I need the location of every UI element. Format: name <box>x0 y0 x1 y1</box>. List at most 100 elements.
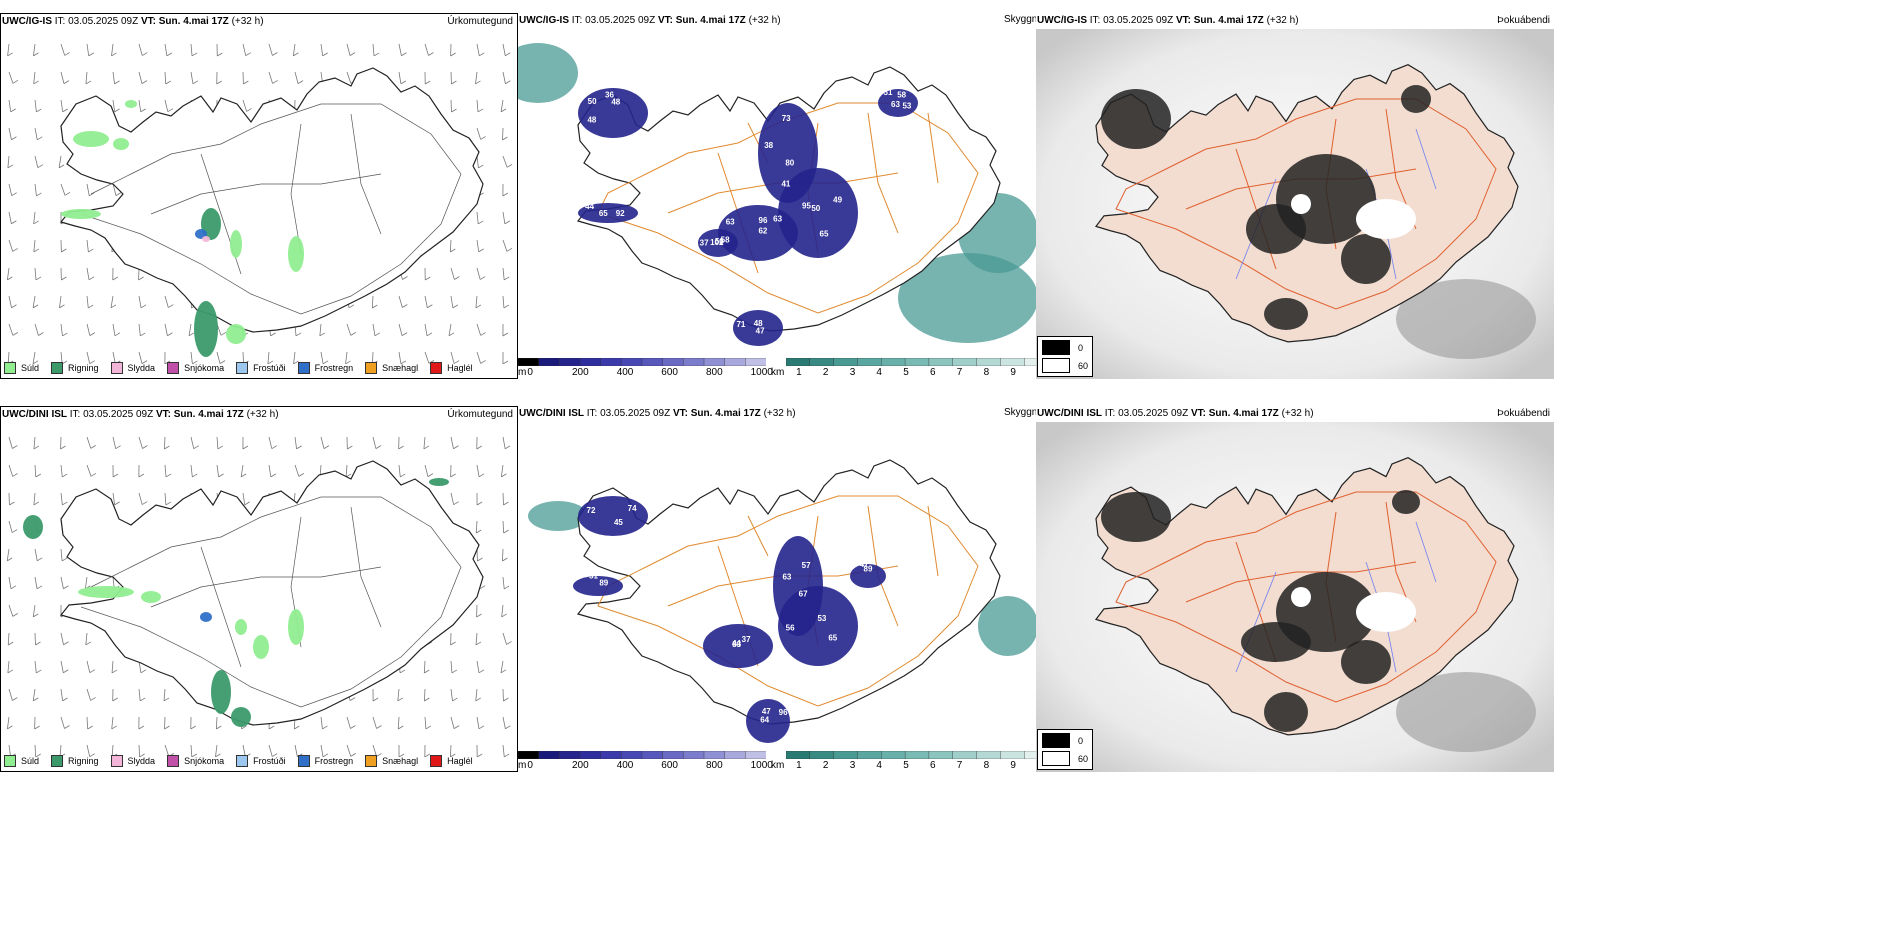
panel-title: Úrkomutegund <box>447 409 513 420</box>
colorbar-segment <box>559 751 581 759</box>
cloud-base-value: 96 <box>759 216 768 225</box>
cloud-base-value: 51 <box>589 572 598 581</box>
legend-label: Haglél <box>447 363 473 373</box>
colorbar-tick: 800 <box>706 367 723 378</box>
colorbar-segment <box>745 751 766 759</box>
legend-item: Haglél <box>430 362 473 374</box>
cloud-base-colorbar: m 0 200 400 600 800 1000 <box>518 358 773 378</box>
legend-item: Frostúði <box>236 362 286 374</box>
colorbar-segment <box>621 358 643 366</box>
colorbar-tick: 400 <box>616 367 634 378</box>
legend-label: Frostregn <box>314 756 354 766</box>
colorbar-segment <box>662 358 685 366</box>
cloud-base-value: 38 <box>764 141 773 150</box>
colorbar-tick: 9 <box>1010 760 1016 771</box>
iceland-fog-map <box>1036 29 1554 379</box>
legend-label: Slydda <box>127 756 156 766</box>
legend-swatch <box>51 362 64 374</box>
fog-legend-swatch <box>1042 340 1070 355</box>
colorbar-tick: 0 <box>527 760 533 771</box>
legend-label: Frostúði <box>253 756 286 766</box>
cloud-base-value: 80 <box>785 159 794 168</box>
precip-area <box>226 324 246 344</box>
panel-title: Þokuábendi <box>1497 15 1550 26</box>
legend-item: Frostregn <box>297 755 354 767</box>
panel-header: UWC/IG-IS IT: 03.05.2025 09Z VT: Sun. 4.… <box>519 15 781 26</box>
cloud-base-value: 56 <box>786 623 795 632</box>
colorbar-segment <box>745 358 766 366</box>
cloud-base-value: 53 <box>902 102 911 111</box>
colorbar-tick: 1000 <box>750 367 773 378</box>
legend-swatch <box>430 362 443 374</box>
road-network <box>80 103 462 315</box>
iceland-cloud-map: 48 38 95 62 58 53 71 92 48 80 65 63 37 51 48 44 36 73 49 96… <box>518 43 1036 346</box>
legend-swatch <box>297 362 310 374</box>
colorbar-segment <box>724 751 747 759</box>
colorbar-segment <box>703 751 726 759</box>
cloud-base-value: 67 <box>799 589 808 598</box>
colorbar-segment <box>786 751 811 759</box>
precip-area <box>288 236 304 272</box>
cloud-base-value: 48 <box>587 116 596 125</box>
colorbar-segment <box>857 751 882 759</box>
panel-title: Þokuábendi <box>1497 408 1550 419</box>
legend-swatch <box>297 755 310 767</box>
legend-swatch <box>430 755 443 767</box>
fog-legend-item: 0 <box>1042 733 1088 748</box>
precip-area <box>231 707 251 727</box>
colorbar-segment <box>952 751 978 759</box>
legend-item: Haglél <box>430 755 473 767</box>
cloud-base-value: 95 <box>802 202 811 211</box>
colorbar-segment <box>518 751 540 759</box>
cloud-base-value: 64 <box>760 716 769 725</box>
precip-area <box>194 301 218 357</box>
colorbar-tick: 200 <box>572 367 589 378</box>
fog-legend-item: 0 <box>1042 340 1088 355</box>
visibility-colorbar: km 12345678910 <box>771 358 1036 378</box>
legend-label: Súld <box>21 363 40 373</box>
precip-area <box>23 515 43 539</box>
cloud-base-value: 45 <box>614 518 623 527</box>
colorbar-segment <box>600 751 623 759</box>
precip-area <box>211 670 231 714</box>
colorbar-segment <box>579 358 602 366</box>
legend-label: Frostúði <box>253 363 286 373</box>
colorbar-tick: 6 <box>930 760 936 771</box>
legend-swatch <box>365 755 378 767</box>
legend-item: Frostúði <box>236 755 286 767</box>
iceland-coastline <box>59 460 484 726</box>
colorbar-segment <box>1023 358 1036 366</box>
cloud-base-value: 102 <box>710 238 724 247</box>
cloud-base-value: 62 <box>758 226 767 235</box>
precip-type-legend: Súld Rigning Slydda Snjókoma Frostúði Frostre… <box>4 753 485 769</box>
colorbar-segment <box>662 751 685 759</box>
precip-area <box>73 131 109 147</box>
cloud-base-value: 65 <box>599 209 608 218</box>
cloud-base-value: 37 <box>742 635 751 644</box>
precip-area <box>202 236 210 242</box>
cloud-base-value: 51 <box>884 88 893 97</box>
panel-header: UWC/IG-IS IT: 03.05.2025 09Z VT: Sun. 4.… <box>2 16 264 27</box>
cloud-base-value: 89 <box>864 565 873 574</box>
precip-type-panel-1: UWC/IG-IS IT: 03.05.2025 09Z VT: Sun. 4.… <box>0 13 518 379</box>
cloud-base-value: 44 <box>585 202 594 211</box>
legend-item: Slydda <box>110 755 156 767</box>
colorbar-segment <box>928 358 954 366</box>
colorbar-tick: 3 <box>849 760 856 771</box>
legend-item: Frostregn <box>297 362 354 374</box>
fog-legend-item: 60 <box>1042 358 1088 373</box>
cloud-panel-title: Skyggni <box>1004 14 1040 25</box>
precip-area <box>429 478 449 486</box>
precip-area <box>113 138 129 150</box>
precip-area <box>200 612 212 622</box>
legend-item: Rigning <box>51 362 99 374</box>
colorbar-tick: 0 <box>527 367 533 378</box>
colorbar-segment <box>579 751 602 759</box>
legend-item: Snæhagl <box>365 362 418 374</box>
colorbar-tick: 6 <box>930 367 936 378</box>
colorbar-tick: 400 <box>616 760 634 771</box>
legend-label: Frostregn <box>314 363 354 373</box>
cloud-base-value: 73 <box>782 114 791 123</box>
colorbar-tick: 2 <box>822 760 829 771</box>
